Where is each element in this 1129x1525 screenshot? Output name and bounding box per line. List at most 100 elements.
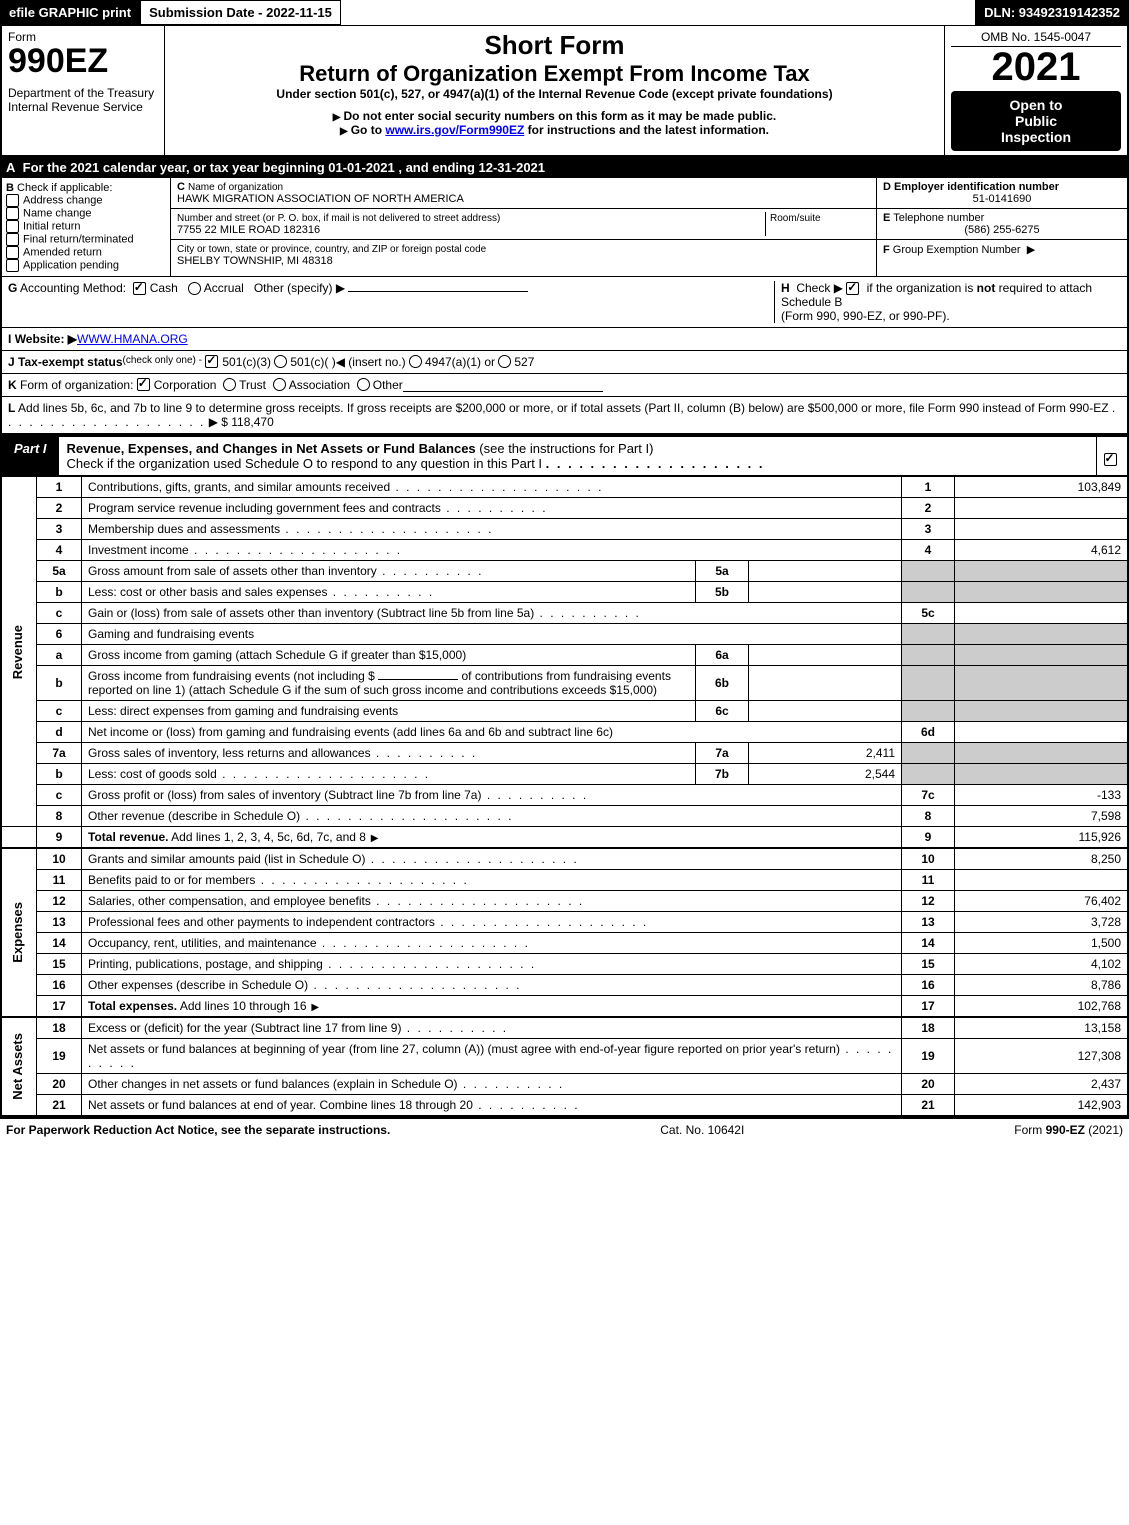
line-6b-subamt [749, 666, 902, 701]
line-5b: b Less: cost or other basis and sales ex… [1, 582, 1128, 603]
header-center: Short Form Return of Organization Exempt… [165, 26, 944, 155]
line-15-amt: 4,102 [955, 954, 1129, 975]
row-gh: G Accounting Method: Cash Accrual Other … [0, 277, 1129, 328]
goto-post: for instructions and the latest informat… [524, 123, 769, 137]
line-17: 17 Total expenses. Add lines 10 through … [1, 996, 1128, 1018]
k-assoc-radio[interactable] [273, 378, 286, 391]
h-checkbox[interactable] [846, 282, 859, 295]
line-14-r: 14 [902, 933, 955, 954]
line-20-no: 20 [37, 1074, 82, 1095]
line-12-r: 12 [902, 891, 955, 912]
line-5c-no: c [37, 603, 82, 624]
addr-change-checkbox[interactable] [6, 194, 19, 207]
d-label: D [883, 181, 891, 193]
line-6c-subamt [749, 701, 902, 722]
line-6d-r: 6d [902, 722, 955, 743]
amended-checkbox[interactable] [6, 246, 19, 259]
j-o4: 527 [514, 355, 534, 369]
j-o2: 501(c)( ) [290, 355, 335, 369]
line-13-amt: 3,728 [955, 912, 1129, 933]
line-13-r: 13 [902, 912, 955, 933]
phone-value: (586) 255-6275 [883, 224, 1121, 236]
accrual-radio[interactable] [188, 282, 201, 295]
line-7a-no: 7a [37, 743, 82, 764]
j-4947-radio[interactable] [409, 355, 422, 368]
line-17-r: 17 [902, 996, 955, 1018]
opt-final: Final return/terminated [23, 233, 134, 245]
line-14-no: 14 [37, 933, 82, 954]
line-9-desc: Total revenue. [88, 830, 168, 844]
final-return-checkbox[interactable] [6, 233, 19, 246]
line-6a: a Gross income from gaming (attach Sched… [1, 645, 1128, 666]
footer-left: For Paperwork Reduction Act Notice, see … [6, 1123, 390, 1137]
line-11: 11 Benefits paid to or for members 11 [1, 870, 1128, 891]
shade-7a [902, 743, 955, 764]
line-2-amt [955, 498, 1129, 519]
netassets-label: Net Assets [8, 1033, 27, 1100]
goto-line: Go to www.irs.gov/Form990EZ for instruct… [171, 123, 938, 137]
line-13: 13 Professional fees and other payments … [1, 912, 1128, 933]
name-change-checkbox[interactable] [6, 207, 19, 220]
k-other-radio[interactable] [357, 378, 370, 391]
j-501c3-checkbox[interactable] [205, 355, 218, 368]
line-2-desc: Program service revenue including govern… [88, 501, 441, 515]
website-link[interactable]: WWW.HMANA.ORG [77, 332, 188, 346]
k-label: K [8, 378, 17, 392]
j-501c-radio[interactable] [274, 355, 287, 368]
line-6b-sub: 6b [696, 666, 749, 701]
opt-initial: Initial return [23, 220, 80, 232]
form-header: Form 990EZ Department of the Treasury In… [0, 25, 1129, 157]
line-3-no: 3 [37, 519, 82, 540]
opt-name-change: Name change [23, 207, 92, 219]
org-address: 7755 22 MILE ROAD 182316 [177, 224, 320, 236]
line-8-amt: 7,598 [955, 806, 1129, 827]
header-left: Form 990EZ Department of the Treasury In… [2, 26, 165, 155]
line-1-desc: Contributions, gifts, grants, and simila… [88, 480, 390, 494]
irs-link[interactable]: www.irs.gov/Form990EZ [385, 123, 524, 137]
line-21-no: 21 [37, 1095, 82, 1117]
g-other: Other (specify) [254, 281, 333, 295]
part1-title: Revenue, Expenses, and Changes in Net As… [59, 437, 1096, 475]
cash-checkbox[interactable] [133, 282, 146, 295]
j-label: J [8, 355, 15, 369]
row-l: L Add lines 5b, 6c, and 7b to line 9 to … [0, 397, 1129, 435]
header-right: OMB No. 1545-0047 2021 Open to Public In… [944, 26, 1127, 155]
shade-5a [902, 561, 955, 582]
j-527-radio[interactable] [498, 355, 511, 368]
line-5b-no: b [37, 582, 82, 603]
line-7b-no: b [37, 764, 82, 785]
line-7b-subamt: 2,544 [749, 764, 902, 785]
h-text1: Check ▶ [796, 281, 846, 295]
initial-return-checkbox[interactable] [6, 220, 19, 233]
part1-checkbox[interactable] [1104, 453, 1117, 466]
part1-check-col [1096, 437, 1127, 475]
main-title: Return of Organization Exempt From Incom… [171, 61, 938, 87]
pending-checkbox[interactable] [6, 259, 19, 272]
shade-7b-amt [955, 764, 1129, 785]
h-text2: if the organization is [867, 281, 977, 295]
line-1-amt: 103,849 [955, 477, 1129, 498]
line-17-no: 17 [37, 996, 82, 1018]
col-b: B Check if applicable: Address change Na… [2, 178, 171, 276]
i-title: Website: ▶ [15, 332, 77, 346]
line-8: 8 Other revenue (describe in Schedule O)… [1, 806, 1128, 827]
line-18-r: 18 [902, 1017, 955, 1039]
line-7c-no: c [37, 785, 82, 806]
shade-6b [902, 666, 955, 701]
short-form-title: Short Form [171, 30, 938, 61]
line-10-r: 10 [902, 848, 955, 870]
k-corp-checkbox[interactable] [137, 378, 150, 391]
line-15: 15 Printing, publications, postage, and … [1, 954, 1128, 975]
footer-mid: Cat. No. 10642I [660, 1123, 744, 1137]
shade-6a-amt [955, 645, 1129, 666]
line-6-desc: Gaming and fundraising events [82, 624, 902, 645]
line-14-desc: Occupancy, rent, utilities, and maintena… [88, 936, 317, 950]
shade-6c [902, 701, 955, 722]
line-4-r: 4 [902, 540, 955, 561]
line-11-desc: Benefits paid to or for members [88, 873, 255, 887]
k-trust-radio[interactable] [223, 378, 236, 391]
dept-line-2: Internal Revenue Service [8, 100, 158, 114]
line-6b-desc1: Gross income from fundraising events (no… [88, 669, 375, 683]
line-13-no: 13 [37, 912, 82, 933]
line-5a: 5a Gross amount from sale of assets othe… [1, 561, 1128, 582]
